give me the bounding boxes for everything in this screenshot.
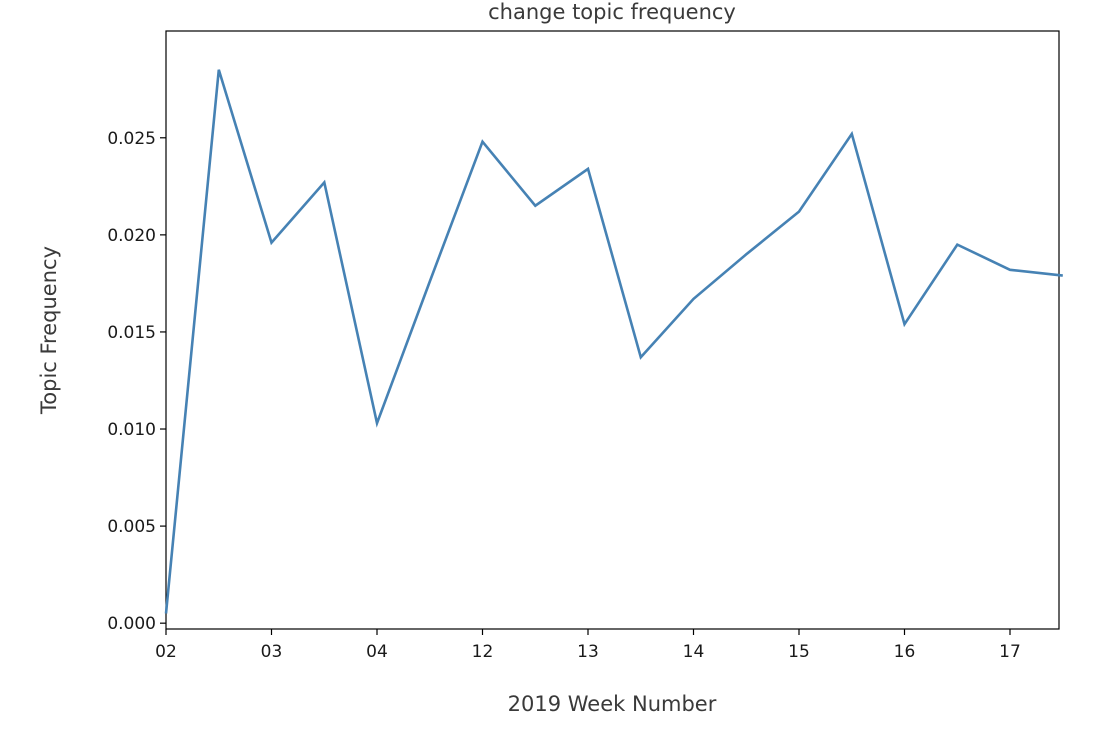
y-tick-label: 0.020 xyxy=(107,226,156,246)
y-tick-label: 0.010 xyxy=(107,420,156,440)
x-tick-label: 15 xyxy=(788,642,810,662)
y-axis-title: Topic Frequency xyxy=(37,246,61,415)
y-tick-label: 0.025 xyxy=(107,129,156,149)
x-tick-label: 04 xyxy=(366,642,388,662)
x-tick-label: 17 xyxy=(999,642,1021,662)
y-tick-label: 0.005 xyxy=(107,517,156,537)
y-tick-label: 0.000 xyxy=(107,614,156,634)
x-axis-title: 2019 Week Number xyxy=(508,692,717,716)
y-axis: 0.000 0.005 0.010 0.015 0.020 0.025 xyxy=(107,129,166,634)
x-tick-label: 02 xyxy=(155,642,177,662)
chart-title: change topic frequency xyxy=(488,0,736,24)
x-tick-label: 16 xyxy=(894,642,916,662)
x-tick-label: 12 xyxy=(472,642,494,662)
plot-frame xyxy=(165,30,1060,630)
x-tick-label: 13 xyxy=(577,642,599,662)
x-tick-label: 14 xyxy=(683,642,705,662)
y-tick-label: 0.015 xyxy=(107,323,156,343)
x-axis: 02 03 04 12 13 14 15 16 17 xyxy=(155,629,1021,662)
x-tick-label: 03 xyxy=(261,642,283,662)
series-line xyxy=(164,69,1063,614)
series-layer xyxy=(164,69,1063,614)
plot-area: 0.000 0.005 0.010 0.015 0.020 0.025 02 03 04 12 1… xyxy=(107,30,1063,662)
